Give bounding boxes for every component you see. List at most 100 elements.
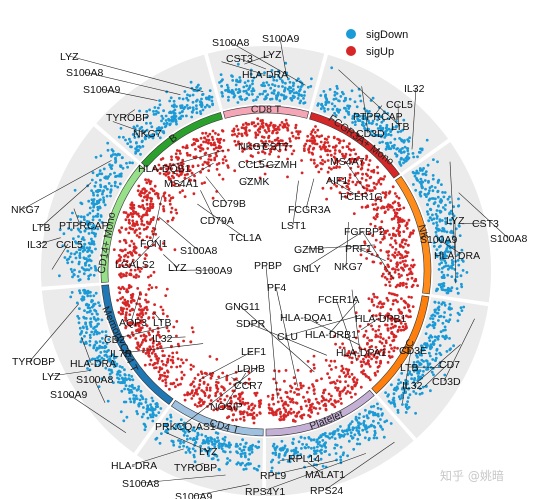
sigdown-point bbox=[254, 445, 257, 448]
sigdown-point bbox=[336, 428, 340, 431]
sigdown-point bbox=[376, 406, 380, 410]
sigup-point bbox=[206, 383, 210, 386]
sigdown-point bbox=[269, 86, 273, 90]
sigdown-point bbox=[337, 110, 340, 113]
sigup-point bbox=[384, 314, 388, 317]
sigdown-point bbox=[448, 195, 451, 199]
sigdown-point bbox=[430, 370, 434, 374]
sigdown-point bbox=[297, 92, 301, 96]
sigup-point bbox=[358, 324, 362, 328]
sigup-point bbox=[308, 144, 312, 148]
sigdown-point bbox=[223, 450, 227, 454]
sigup-point bbox=[228, 382, 232, 385]
sigup-point bbox=[327, 135, 330, 139]
sigdown-point bbox=[82, 247, 86, 250]
sigup-point bbox=[124, 241, 128, 245]
sigdown-point bbox=[390, 128, 394, 132]
sigdown-point bbox=[351, 117, 354, 120]
sigup-point bbox=[112, 248, 116, 252]
sigup-point bbox=[300, 171, 304, 175]
sigup-point bbox=[379, 182, 383, 186]
sigup-point bbox=[214, 383, 218, 387]
sigdown-point bbox=[196, 433, 200, 437]
sigdown-point bbox=[95, 312, 99, 316]
sigdown-point bbox=[359, 99, 363, 103]
sigdown-point bbox=[157, 106, 160, 110]
sigup-point bbox=[344, 392, 348, 395]
sigup-point bbox=[305, 390, 309, 394]
sigup-point bbox=[386, 257, 390, 260]
sigdown-point bbox=[455, 287, 459, 290]
sigup-point bbox=[155, 343, 159, 347]
sigdown-point bbox=[431, 174, 435, 177]
sigup-point bbox=[368, 309, 371, 313]
sigdown-point bbox=[282, 94, 286, 97]
sigup-point bbox=[374, 345, 378, 349]
sigdown-point bbox=[389, 133, 393, 137]
down-gene-label: LTB bbox=[391, 121, 409, 133]
sigdown-point bbox=[443, 288, 447, 292]
sigup-point bbox=[244, 121, 248, 125]
sigdown-point bbox=[386, 117, 390, 120]
sigup-point bbox=[383, 348, 386, 351]
down-gene-label: CD7 bbox=[439, 359, 460, 371]
sigdown-point bbox=[82, 238, 86, 242]
sigup-point bbox=[138, 302, 141, 306]
sigup-point bbox=[333, 149, 337, 152]
sigup-point bbox=[134, 276, 138, 279]
sigup-point bbox=[367, 232, 371, 236]
sigdown-point bbox=[448, 266, 452, 269]
sigdown-point bbox=[443, 229, 446, 233]
sigup-point bbox=[146, 347, 150, 351]
sigup-point bbox=[322, 391, 325, 395]
sigup-point bbox=[313, 392, 316, 395]
sigdown-point bbox=[379, 407, 383, 411]
sigdown-point bbox=[411, 152, 415, 155]
sigup-point bbox=[379, 241, 382, 244]
sigdown-point bbox=[96, 208, 100, 212]
sigdown-point bbox=[384, 134, 388, 137]
sigup-point bbox=[407, 295, 411, 299]
sigdown-point bbox=[228, 459, 232, 462]
down-gene-label: NKG7 bbox=[11, 204, 40, 216]
sigdown-point bbox=[450, 275, 454, 278]
up-gene-label: FCER1G bbox=[340, 191, 383, 203]
sigdown-point bbox=[228, 445, 231, 449]
sigdown-point bbox=[150, 405, 153, 409]
up-gene-label: MS4A7 bbox=[330, 156, 365, 168]
sigup-point bbox=[142, 333, 146, 337]
sigup-point bbox=[325, 197, 328, 201]
sigup-point bbox=[381, 337, 385, 341]
sigup-point bbox=[379, 199, 383, 203]
sigup-point bbox=[271, 141, 274, 144]
sigdown-point bbox=[454, 260, 458, 263]
sigdown-point bbox=[149, 403, 153, 407]
sigdown-point bbox=[227, 95, 230, 99]
sigup-point bbox=[396, 283, 400, 287]
sigdown-point bbox=[292, 82, 296, 85]
sigup-point bbox=[137, 204, 141, 208]
sigup-point bbox=[272, 413, 275, 417]
sigup-point bbox=[241, 123, 245, 127]
sigup-point bbox=[393, 270, 397, 274]
sigdown-point bbox=[322, 90, 326, 93]
sigdown-point bbox=[407, 139, 411, 143]
sigup-point bbox=[347, 179, 351, 183]
sigdown-point bbox=[373, 429, 377, 433]
sigup-point bbox=[376, 212, 379, 216]
sigdown-point bbox=[300, 447, 303, 450]
sigdown-point bbox=[114, 156, 117, 160]
sigdown-point bbox=[451, 231, 454, 235]
sigdown-point bbox=[328, 453, 331, 456]
sigdown-point bbox=[128, 384, 132, 388]
sigdown-point bbox=[155, 109, 158, 113]
sigup-point bbox=[138, 270, 142, 273]
sigup-point bbox=[169, 210, 173, 214]
sigup-point bbox=[158, 342, 162, 345]
sigup-point bbox=[311, 402, 314, 406]
sigup-point bbox=[376, 335, 380, 338]
sigup-point bbox=[225, 394, 229, 398]
sigup-point bbox=[167, 194, 171, 197]
sigup-point bbox=[375, 215, 379, 219]
sigdown-point bbox=[407, 152, 410, 156]
